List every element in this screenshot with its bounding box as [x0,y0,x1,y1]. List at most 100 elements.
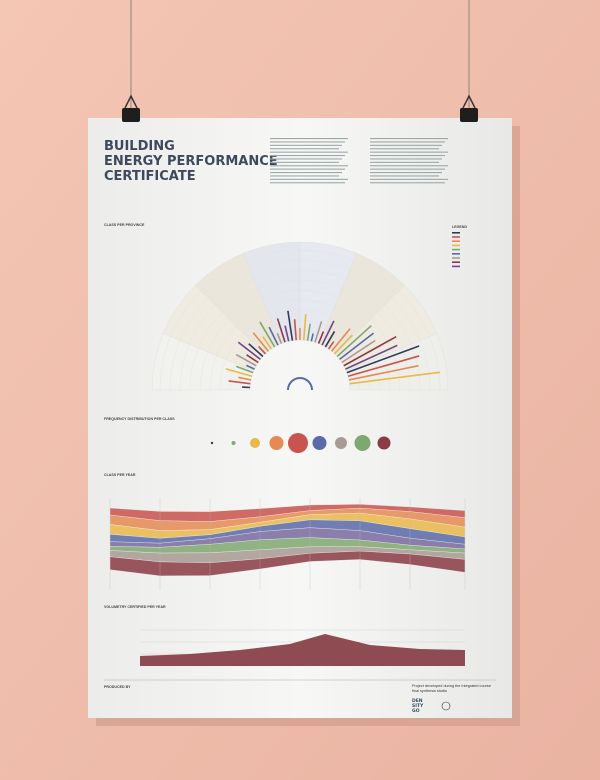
section-label: FREQUENCY DISTRIBUTION PER CLASS [104,417,175,421]
fan-bar [306,323,311,341]
fan-bar [330,328,351,352]
legend-swatch [452,244,460,247]
text-line [370,158,442,160]
fan-bar [333,334,353,355]
legend [452,232,460,268]
text-line [270,178,348,180]
text-line [270,165,348,167]
legend-swatch [452,236,460,238]
text-line [270,175,339,177]
logo-mark [441,701,451,711]
fan-bar [303,314,307,341]
fan-ring [159,249,441,391]
fan-bar [276,333,283,344]
logo: SITY [412,703,424,709]
footer-label: PRODUCED BY [104,685,131,689]
legend-swatch [452,248,460,251]
fan-bar [246,364,255,370]
frequency-circles [210,433,391,453]
legend-title: LEGEND [452,225,467,229]
streamgraph [109,498,466,590]
section-label: CLASS PER PROVINCE [104,223,145,227]
clip [460,94,478,122]
class-circle [269,436,284,450]
class-circle [288,433,308,453]
fan-ring [199,289,401,391]
title: BUILDING [104,139,175,154]
text-line [370,178,448,180]
fan-ring [209,299,391,391]
text-line [370,172,442,174]
text-line [270,144,342,146]
legend-swatch [452,253,460,255]
text-line [370,138,448,140]
fan-bar [310,333,314,342]
poster [88,118,512,718]
text-line [270,148,339,150]
paragraphs [270,138,448,184]
fan-ring [219,309,381,391]
text-line [270,161,339,163]
text-line [270,182,345,184]
fan-chart [151,241,449,391]
fan-bar [317,331,325,344]
text-line [370,175,439,177]
class-circle [210,441,214,445]
text-line [370,144,442,146]
title: ENERGY PERFORMANCE [104,154,278,169]
text-line [370,155,445,157]
fan-bar [235,353,257,367]
logo: DEN [412,698,423,704]
fan-bar [341,339,376,364]
fan-bar [343,335,397,367]
fan-bar [228,380,251,385]
class-circle [231,441,236,445]
fan-bar [235,365,254,374]
class-circle [354,435,371,451]
fan-bar [259,321,276,348]
text-line [270,155,345,157]
text-line [370,168,445,170]
fan-bar [327,341,335,350]
class-circle [312,436,327,450]
text-line [370,148,439,150]
class-circle [335,437,347,449]
fan-bar [347,355,420,378]
fan-bar [324,331,336,348]
fan-bar [314,321,323,343]
fan-bar [276,318,286,343]
text-line [370,182,445,184]
text-line [270,141,345,143]
clip [122,94,140,122]
fan-bar [339,332,375,361]
fan-bar [238,376,252,381]
legend-swatch [452,240,460,242]
fan-bar [284,325,290,342]
footer-note: Project developed during the Integrated … [412,684,491,693]
fan-bar [262,336,273,350]
fan-ring [189,279,411,391]
section-label: CLASS PER YEAR [104,473,136,477]
fan-ring [169,259,431,391]
text-line [270,158,342,160]
fan-bar [348,364,419,381]
legend-swatch [452,232,460,234]
text-line [270,151,348,153]
fan-bar [268,326,279,346]
logo: GO [412,708,420,714]
fan-bar [246,354,259,364]
section-label: VOLUMETRY CERTIFIED PER YEAR [104,605,166,609]
fan-bar [258,345,267,355]
fan-bar [252,332,270,352]
text-line [270,168,345,170]
legend-swatch [452,265,460,268]
text-line [270,138,348,140]
fan-bar [293,319,297,341]
legend-swatch [452,257,460,259]
class-circle [250,438,260,448]
fan-bar [248,343,264,358]
fan-bar [346,345,420,374]
footer-note-text: Project developed during the Integrated … [412,684,491,693]
fan-ring [179,269,421,391]
legend-swatch [452,261,460,263]
